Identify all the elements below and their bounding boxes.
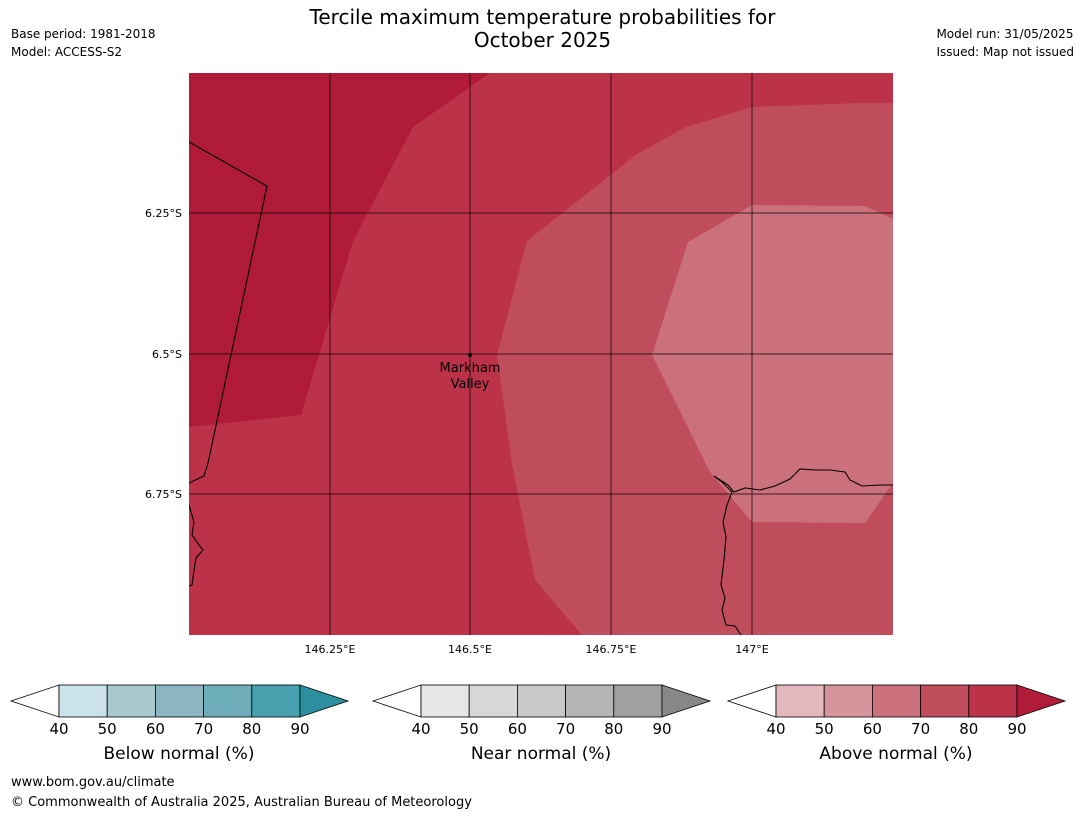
coastline-east bbox=[713, 468, 893, 635]
colorbar-tick-label: 90 bbox=[1007, 720, 1026, 738]
lat-tick-label: 6.75°S bbox=[145, 488, 182, 501]
footer-url: www.bom.gov.au/climate bbox=[11, 775, 175, 790]
colorbar-segment bbox=[203, 684, 253, 718]
colorbar-segment bbox=[106, 684, 156, 718]
place-label-line-1: Markham bbox=[440, 361, 501, 376]
colorbar-tick-label: 80 bbox=[604, 720, 623, 738]
colorbar-segment bbox=[920, 684, 970, 718]
colorbar-segment bbox=[968, 684, 1018, 718]
colorbar-under-triangle bbox=[371, 684, 422, 718]
colorbar-under-triangle bbox=[9, 684, 60, 718]
colorbar-tick-label: 40 bbox=[766, 720, 785, 738]
colorbar-above: 40 50 60 70 80 90 bbox=[726, 684, 1067, 738]
coastline-borders bbox=[189, 141, 893, 635]
colorbar-tick-label: 70 bbox=[556, 720, 575, 738]
title-line-1: Tercile maximum temperature probabilitie… bbox=[309, 5, 776, 29]
colorbar-label-above: Above normal (%) bbox=[819, 744, 973, 764]
colorbar-segment bbox=[823, 684, 873, 718]
colorbar-tick-label: 90 bbox=[290, 720, 309, 738]
lon-ticks: 146.25°E 146.5°E 146.75°E 147°E bbox=[305, 643, 769, 656]
colorbar-segment bbox=[517, 684, 567, 718]
colorbar-tick-label: 50 bbox=[815, 720, 834, 738]
colorbar-tick-label: 70 bbox=[194, 720, 213, 738]
colorbar-label-below: Below normal (%) bbox=[103, 744, 255, 764]
colorbar-over-triangle bbox=[661, 684, 712, 718]
model-run: Model run: 31/05/2025 bbox=[936, 27, 1074, 41]
lon-tick-label: 146.75°E bbox=[586, 643, 637, 656]
lat-tick-label: 6.5°S bbox=[152, 348, 182, 361]
footer-copyright: © Commonwealth of Australia 2025, Austra… bbox=[11, 795, 472, 810]
colorbar-tick-label: 60 bbox=[508, 720, 527, 738]
place-label-line-2: Valley bbox=[451, 377, 490, 392]
model-name: Model: ACCESS-S2 bbox=[11, 45, 123, 59]
colorbar-over-triangle bbox=[299, 684, 350, 718]
place-label: Markham Valley bbox=[440, 361, 501, 392]
colorbar-segment bbox=[154, 684, 204, 718]
colorbar-under-triangle bbox=[726, 684, 777, 718]
colorbar-below: 40 50 60 70 80 90 bbox=[9, 684, 350, 738]
colorbar-segment bbox=[251, 684, 301, 718]
place-marker bbox=[468, 353, 472, 357]
colorbar-tick-label: 80 bbox=[959, 720, 978, 738]
province-border bbox=[189, 141, 268, 484]
lat-tick-label: 6.25°S bbox=[145, 207, 182, 220]
lon-tick-label: 146.25°E bbox=[305, 643, 356, 656]
colorbar-tick-label: 50 bbox=[98, 720, 117, 738]
colorbar-segment bbox=[58, 684, 108, 718]
colorbar-near: 40 50 60 70 80 90 bbox=[371, 684, 712, 738]
colorbar-tick-label: 80 bbox=[242, 720, 261, 738]
issued-status: Issued: Map not issued bbox=[936, 45, 1074, 59]
region-60 bbox=[652, 205, 893, 523]
colorbar-tick-label: 90 bbox=[652, 720, 671, 738]
colorbar-segment bbox=[872, 684, 922, 718]
colorbar-tick-label: 50 bbox=[460, 720, 479, 738]
map-title: Tercile maximum temperature probabilitie… bbox=[0, 6, 1085, 52]
lon-tick-label: 146.5°E bbox=[448, 643, 492, 656]
title-line-2: October 2025 bbox=[473, 28, 612, 52]
colorbar-tick-label: 60 bbox=[146, 720, 165, 738]
colorbar-over-triangle bbox=[1016, 684, 1067, 718]
region-90 bbox=[189, 73, 490, 427]
colorbar-segment bbox=[775, 684, 825, 718]
colorbar-segment bbox=[613, 684, 663, 718]
meta-left: Base period: 1981-2018 Model: ACCESS-S2 bbox=[11, 25, 156, 61]
colorbar-tick-label: 70 bbox=[911, 720, 930, 738]
colorbar-tick-label: 40 bbox=[49, 720, 68, 738]
coastline-west bbox=[189, 504, 204, 587]
lat-ticks: 6.25°S 6.5°S 6.75°S bbox=[145, 207, 182, 501]
colorbar-segment bbox=[468, 684, 518, 718]
colorbar-tick-label: 60 bbox=[863, 720, 882, 738]
colorbar-tick-label: 40 bbox=[411, 720, 430, 738]
colorbar-label-near: Near normal (%) bbox=[470, 744, 612, 764]
colorbar-segment bbox=[565, 684, 615, 718]
meta-right: Model run: 31/05/2025 Issued: Map not is… bbox=[936, 25, 1074, 61]
colorbar-legends: 40 50 60 70 80 90 40 50 60 70 80 90 40 50 60 70 80 90 bbox=[9, 684, 1067, 738]
lon-tick-label: 147°E bbox=[735, 643, 768, 656]
colorbar-segment bbox=[420, 684, 470, 718]
base-period: Base period: 1981-2018 bbox=[11, 27, 156, 41]
